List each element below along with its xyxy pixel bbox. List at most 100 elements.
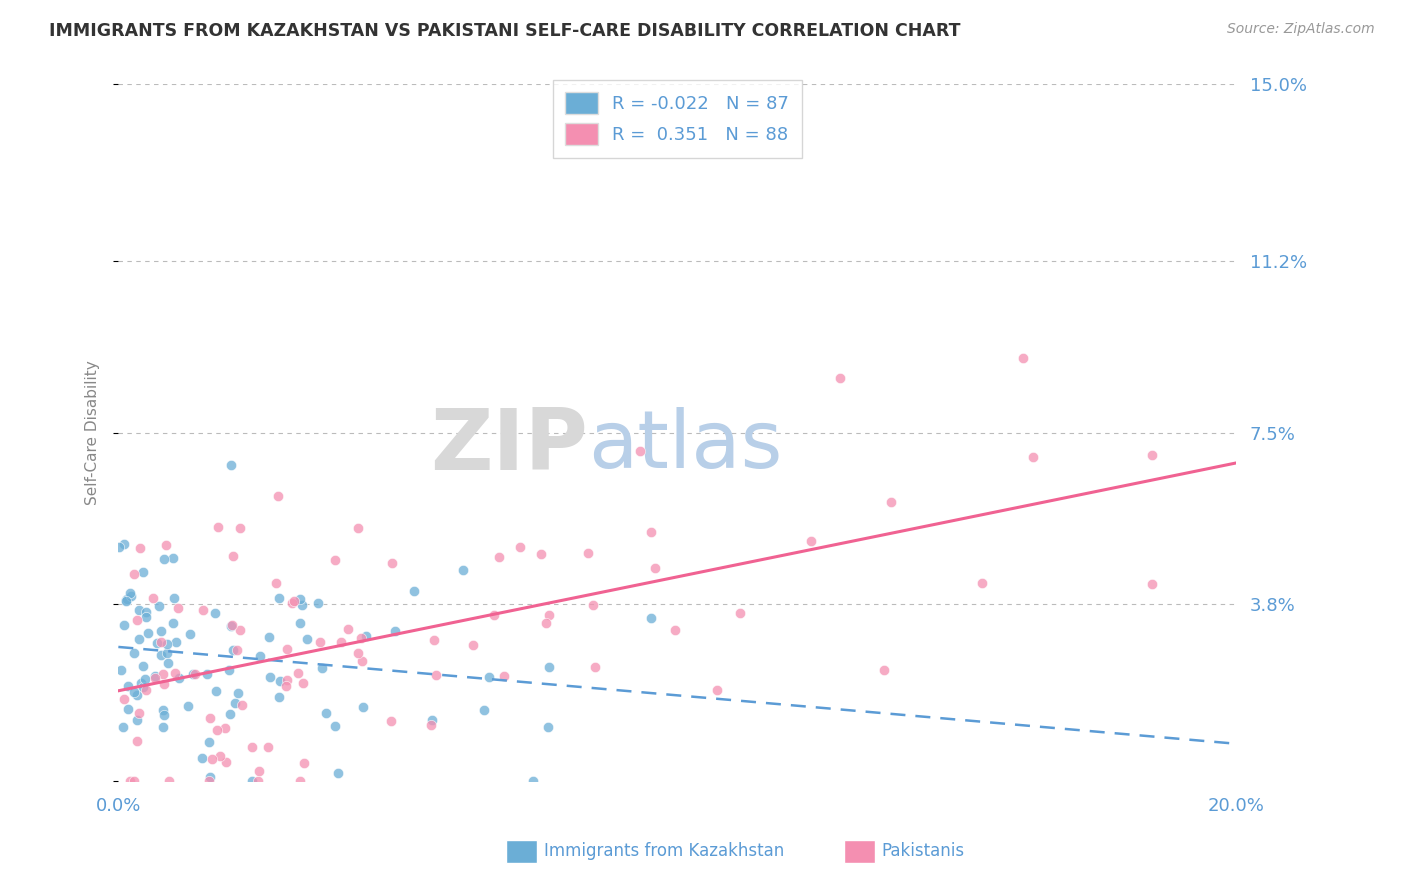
Point xyxy=(484,607,506,622)
Point xyxy=(522,773,544,788)
Point xyxy=(246,773,269,788)
Point xyxy=(423,633,446,648)
Point xyxy=(1012,351,1035,366)
Point xyxy=(297,632,319,646)
Point xyxy=(873,663,896,677)
Point xyxy=(117,702,139,716)
Point xyxy=(425,668,447,682)
Point xyxy=(122,773,145,788)
Point xyxy=(402,583,425,598)
Point xyxy=(197,773,219,788)
Point xyxy=(114,592,136,607)
Point xyxy=(329,635,352,649)
Point xyxy=(453,564,475,578)
Point xyxy=(706,682,728,697)
Point xyxy=(124,646,146,660)
Point xyxy=(538,608,561,623)
Point xyxy=(195,667,218,681)
Point xyxy=(197,734,219,748)
Point xyxy=(640,524,662,539)
Point xyxy=(135,610,157,624)
Point xyxy=(830,370,852,384)
Point xyxy=(111,720,134,734)
Point xyxy=(191,751,214,765)
Point xyxy=(534,615,557,630)
Point xyxy=(1142,577,1164,591)
Point xyxy=(311,661,333,675)
Point xyxy=(267,489,290,503)
Point xyxy=(153,552,176,566)
Point xyxy=(269,591,291,606)
Point xyxy=(350,654,373,668)
Point xyxy=(118,585,141,599)
Point xyxy=(276,673,298,687)
Point xyxy=(165,634,187,648)
Point xyxy=(120,589,142,603)
Point xyxy=(204,607,226,621)
Point xyxy=(354,629,377,643)
Point xyxy=(132,566,155,580)
Point xyxy=(325,719,347,733)
Point xyxy=(283,593,305,607)
Point xyxy=(538,660,561,674)
Point xyxy=(128,632,150,647)
Point xyxy=(336,622,359,636)
Point xyxy=(149,634,172,648)
Point xyxy=(122,567,145,582)
Point xyxy=(215,755,238,769)
Point xyxy=(291,598,314,612)
Point xyxy=(346,521,368,535)
Point xyxy=(153,677,176,691)
Point xyxy=(292,675,315,690)
Point xyxy=(530,547,553,561)
Point xyxy=(222,643,245,657)
Point xyxy=(292,756,315,771)
Point xyxy=(494,669,516,683)
Text: Pakistanis: Pakistanis xyxy=(882,842,965,860)
Point xyxy=(728,607,751,621)
Point xyxy=(149,648,172,663)
Point xyxy=(461,638,484,652)
Point xyxy=(132,658,155,673)
Point xyxy=(472,703,495,717)
Legend: R = -0.022   N = 87, R =  0.351   N = 88: R = -0.022 N = 87, R = 0.351 N = 88 xyxy=(553,79,801,158)
Point xyxy=(269,673,291,688)
Point xyxy=(163,591,186,606)
Point xyxy=(264,576,287,591)
Point xyxy=(384,624,406,639)
Point xyxy=(149,624,172,638)
Point xyxy=(125,734,148,748)
Point xyxy=(347,646,370,660)
Point xyxy=(537,721,560,735)
Point xyxy=(218,663,240,677)
Point xyxy=(380,714,402,729)
Text: Immigrants from Kazakhstan: Immigrants from Kazakhstan xyxy=(544,842,785,860)
Point xyxy=(274,679,297,693)
Point xyxy=(259,630,281,644)
Text: IMMIGRANTS FROM KAZAKHSTAN VS PAKISTANI SELF-CARE DISABILITY CORRELATION CHART: IMMIGRANTS FROM KAZAKHSTAN VS PAKISTANI … xyxy=(49,22,960,40)
Point xyxy=(578,546,600,560)
Point xyxy=(155,538,177,552)
Point xyxy=(307,596,329,610)
Point xyxy=(228,624,250,638)
Point xyxy=(204,683,226,698)
Point xyxy=(214,721,236,735)
Point xyxy=(880,495,903,509)
Point xyxy=(143,669,166,683)
Point xyxy=(225,643,247,657)
Point xyxy=(136,626,159,640)
Text: atlas: atlas xyxy=(588,408,782,485)
Point xyxy=(644,560,666,574)
Point xyxy=(152,667,174,681)
Point xyxy=(143,672,166,686)
Point xyxy=(231,698,253,712)
Point xyxy=(128,541,150,555)
Point xyxy=(259,670,281,684)
Point xyxy=(152,719,174,733)
Point xyxy=(127,613,149,627)
Point xyxy=(972,575,994,590)
Point xyxy=(628,444,651,458)
Point xyxy=(191,603,214,617)
Point xyxy=(156,647,179,661)
Y-axis label: Self-Care Disability: Self-Care Disability xyxy=(86,360,100,505)
